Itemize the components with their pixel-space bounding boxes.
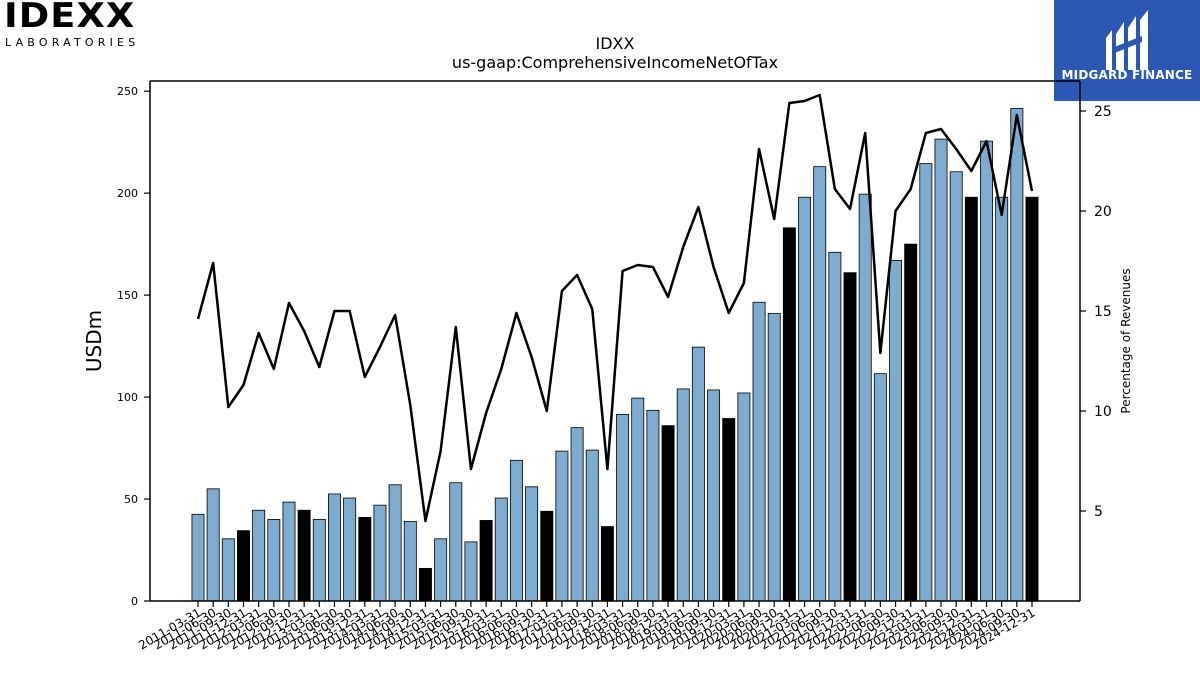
- bar: [919, 163, 933, 602]
- bar: [555, 450, 569, 602]
- bar: [600, 526, 614, 602]
- y-tick-label: 200: [117, 187, 138, 200]
- bar: [509, 459, 523, 602]
- bar: [616, 414, 630, 602]
- y2-tick-label: 15: [1094, 304, 1112, 320]
- bar: [813, 166, 827, 602]
- bar: [373, 504, 387, 602]
- line-series: [196, 93, 1034, 523]
- bar: [904, 243, 918, 602]
- bar: [297, 509, 311, 602]
- bar: [722, 418, 736, 602]
- bar: [464, 541, 478, 602]
- bar: [707, 389, 721, 602]
- y-tick-label: 0: [131, 595, 138, 608]
- axes: 0501001502002505101520252011-03-312011-0…: [117, 80, 1112, 652]
- bar: [479, 520, 493, 602]
- bar: [691, 346, 705, 602]
- y-tick-label: 250: [117, 85, 138, 98]
- bar: [494, 497, 508, 602]
- midgard-finance-logo: MIDGARD FINANCE: [1054, 0, 1200, 101]
- bar: [221, 538, 235, 602]
- bar: [282, 501, 296, 602]
- bar: [434, 538, 448, 602]
- bar: [964, 196, 978, 602]
- percentage-line: [196, 93, 1034, 523]
- bar: [767, 313, 781, 602]
- bar: [570, 427, 584, 602]
- bar: [252, 509, 266, 602]
- bar: [388, 484, 402, 602]
- idexx-logo: IDEXX LABORATORIES: [4, 0, 154, 50]
- y2-axis-label: Percentage of Revenues: [1119, 268, 1133, 413]
- bar: [358, 516, 372, 602]
- bar: [631, 397, 645, 602]
- bar: [646, 409, 660, 602]
- bar: [676, 388, 690, 602]
- idexx-logo-subtitle: LABORATORIES: [5, 36, 140, 49]
- bar: [312, 519, 326, 602]
- midgard-logo-text: MIDGARD FINANCE: [1061, 68, 1193, 82]
- bar: [267, 519, 281, 602]
- chart-subtitle: us-gaap:ComprehensiveIncomeNetOfTax: [452, 53, 778, 72]
- y2-tick-label: 20: [1094, 204, 1112, 220]
- bar: [191, 513, 205, 602]
- y2-tick-label: 10: [1094, 404, 1112, 420]
- bar: [661, 425, 675, 602]
- bar: [237, 530, 250, 602]
- bar: [585, 449, 599, 602]
- idexx-logo-wordmark: IDEXX: [4, 0, 136, 36]
- bar: [752, 301, 766, 602]
- bar: [206, 488, 220, 602]
- y-tick-label: 100: [117, 391, 138, 404]
- bar: [858, 193, 872, 602]
- y2-tick-label: 25: [1094, 104, 1112, 120]
- bar: [525, 486, 539, 602]
- bar: [843, 272, 857, 602]
- bar: [737, 392, 751, 602]
- bar: [873, 373, 887, 602]
- chart-title: IDXX: [596, 34, 635, 53]
- bar: [889, 260, 902, 602]
- bar: [449, 482, 463, 602]
- bar: [980, 140, 993, 602]
- y-tick-label: 50: [124, 493, 138, 506]
- y-tick-label: 150: [117, 289, 138, 302]
- bar: [343, 497, 357, 602]
- bar: [418, 567, 432, 602]
- bar: [995, 196, 1009, 602]
- bar: [1025, 196, 1039, 602]
- bar: [403, 521, 417, 602]
- bar: [949, 171, 963, 602]
- y-axis-label: USDm: [82, 310, 106, 372]
- bar: [828, 251, 842, 602]
- midgard-logo-mark-icon: [1106, 10, 1148, 70]
- y2-tick-label: 5: [1094, 504, 1103, 520]
- bar-series: [191, 108, 1039, 602]
- bar: [1010, 108, 1024, 602]
- bar: [934, 138, 948, 602]
- bar: [328, 493, 341, 602]
- bar: [798, 196, 812, 602]
- bar: [782, 227, 796, 602]
- bar: [540, 510, 554, 602]
